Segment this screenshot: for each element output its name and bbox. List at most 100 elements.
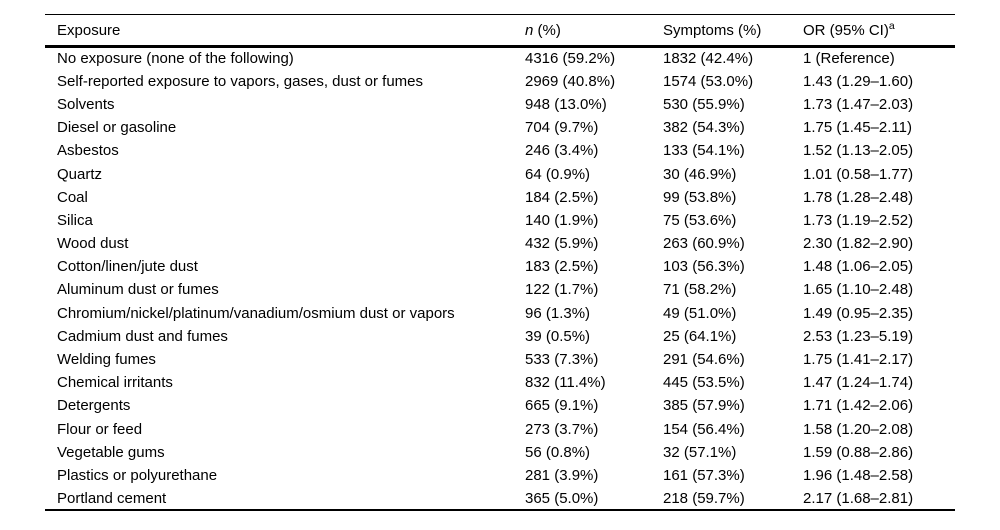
cell-symptoms-percent: 71 (58.2%) [663,281,737,299]
cell-or-ci: 1.73 (1.19–2.52) [803,211,914,229]
column-header-exposure: Exposure [45,14,525,48]
n-italic-symbol: n [525,21,534,39]
cell-symptoms-percent: 385 (57.9%) [663,397,745,415]
table-row: Detergents 665 (9.1%) 385 (57.9%) 1.71 (… [45,394,955,417]
cell-n-percent: 273 (3.7%) [525,420,599,438]
cell-symptoms-percent: 263 (60.9%) [663,235,745,253]
cell-or-ci: 1.01 (0.58–1.77) [803,165,914,183]
table-row: Diesel or gasoline 704 (9.7%) 382 (54.3%… [45,116,955,139]
table-row: Self-reported exposure to vapors, gases,… [45,70,955,93]
paper-table-container: Exposure n (%) Symptoms (%) OR (95% CI)a… [45,14,955,512]
cell-or-ci: 1.52 (1.13–2.05) [803,142,914,160]
table-row: Chemical irritants 832 (11.4%) 445 (53.5… [45,371,955,394]
cell-n-percent: 183 (2.5%) [525,258,599,276]
cell-symptoms-percent: 218 (59.7%) [663,487,803,512]
cell-symptoms-percent: 30 (46.9%) [663,165,737,183]
cell-or-ci: 1.65 (1.10–2.48) [803,281,914,299]
table-row: Quartz 64 (0.9%) 30 (46.9%) 1.01 (0.58–1… [45,162,955,185]
cell-n-percent: 832 (11.4%) [525,374,606,392]
cell-exposure: Cadmium dust and fumes [57,327,228,345]
cell-exposure: Quartz [57,165,103,183]
table-row: No exposure (none of the following) 4316… [45,47,955,70]
table-row: Cadmium dust and fumes 39 (0.5%) 25 (64.… [45,325,955,348]
cell-or-ci: 1.58 (1.20–2.08) [803,420,914,438]
cell-n-percent: 122 (1.7%) [525,281,599,299]
cell-symptoms-percent: 154 (56.4%) [663,420,745,438]
footnote-a-marker: a [888,19,895,32]
cell-n-percent: 4316 (59.2%) [525,50,616,68]
cell-n-percent: 64 (0.9%) [525,165,591,183]
table-row: Plastics or polyurethane 281 (3.9%) 161 … [45,464,955,487]
cell-exposure: Detergents [57,397,131,415]
cell-exposure: Flour or feed [57,420,143,438]
cell-n-percent: 140 (1.9%) [525,211,599,229]
cell-or-ci: 1.73 (1.47–2.03) [803,95,914,113]
cell-symptoms-percent: 1832 (42.4%) [663,50,754,68]
cell-n-percent: 281 (3.9%) [525,466,599,484]
cell-symptoms-percent: 103 (56.3%) [663,258,745,276]
cell-symptoms-percent: 1574 (53.0%) [663,72,754,90]
n-percent-label: (%) [533,21,561,39]
cell-n-percent: 704 (9.7%) [525,119,599,137]
cell-exposure: Chemical irritants [57,374,173,392]
column-header-symptoms: Symptoms (%) [663,14,803,48]
cell-or-ci: 1.75 (1.45–2.11) [803,119,912,137]
table-row: Aluminum dust or fumes 122 (1.7%) 71 (58… [45,278,955,301]
cell-symptoms-percent: 291 (54.6%) [663,351,745,369]
table-row: Portland cement 365 (5.0%) 218 (59.7%) 2… [45,487,955,512]
cell-or-ci: 1.59 (0.88–2.86) [803,443,914,461]
cell-or-ci: 1.43 (1.29–1.60) [803,72,914,90]
cell-n-percent: 665 (9.1%) [525,397,599,415]
cell-exposure: Wood dust [57,235,129,253]
table-body: No exposure (none of the following) 4316… [45,47,955,512]
exposure-table: Exposure n (%) Symptoms (%) OR (95% CI)a… [45,14,955,512]
cell-exposure: Plastics or polyurethane [57,466,218,484]
cell-exposure: Solvents [57,95,115,113]
cell-n-percent: 365 (5.0%) [525,487,663,512]
cell-exposure: No exposure (none of the following) [57,50,294,68]
cell-exposure: Cotton/linen/jute dust [57,258,198,276]
cell-symptoms-percent: 25 (64.1%) [663,327,737,345]
cell-exposure: Asbestos [57,142,119,160]
table-row: Wood dust 432 (5.9%) 263 (60.9%) 2.30 (1… [45,232,955,255]
cell-exposure: Portland cement [45,487,525,512]
cell-or-ci: 1.75 (1.41–2.17) [803,351,914,369]
cell-or-ci: 1.47 (1.24–1.74) [803,374,914,392]
cell-exposure: Vegetable gums [57,443,165,461]
cell-symptoms-percent: 530 (55.9%) [663,95,745,113]
cell-or-ci: 2.53 (1.23–5.19) [803,327,914,345]
table-row: Welding fumes 533 (7.3%) 291 (54.6%) 1.7… [45,348,955,371]
cell-n-percent: 184 (2.5%) [525,188,599,206]
table-row: Coal 184 (2.5%) 99 (53.8%) 1.78 (1.28–2.… [45,186,955,209]
cell-n-percent: 56 (0.8%) [525,443,591,461]
table-row: Silica 140 (1.9%) 75 (53.6%) 1.73 (1.19–… [45,209,955,232]
cell-or-ci: 1.96 (1.48–2.58) [803,466,914,484]
cell-or-ci: 2.30 (1.82–2.90) [803,235,914,253]
cell-or-ci: 1.78 (1.28–2.48) [803,188,914,206]
cell-or-ci: 1.48 (1.06–2.05) [803,258,914,276]
table-row: Chromium/nickel/platinum/vanadium/osmium… [45,302,955,325]
cell-n-percent: 533 (7.3%) [525,351,599,369]
table-row: Vegetable gums 56 (0.8%) 32 (57.1%) 1.59… [45,441,955,464]
cell-exposure: Welding fumes [57,351,156,369]
cell-symptoms-percent: 161 (57.3%) [663,466,745,484]
cell-or-ci: 2.17 (1.68–2.81) [803,487,955,512]
cell-symptoms-percent: 99 (53.8%) [663,188,737,206]
cell-exposure: Self-reported exposure to vapors, gases,… [57,72,424,90]
cell-exposure: Coal [57,188,88,206]
cell-n-percent: 948 (13.0%) [525,95,607,113]
cell-exposure: Chromium/nickel/platinum/vanadium/osmium… [57,304,455,322]
cell-or-ci: 1.49 (0.95–2.35) [803,304,914,322]
table-row: Cotton/linen/jute dust 183 (2.5%) 103 (5… [45,255,955,278]
cell-n-percent: 39 (0.5%) [525,327,591,345]
cell-symptoms-percent: 75 (53.6%) [663,211,737,229]
cell-symptoms-percent: 49 (51.0%) [663,304,737,322]
cell-or-ci: 1.71 (1.42–2.06) [803,397,914,415]
cell-n-percent: 2969 (40.8%) [525,72,616,90]
cell-exposure: Diesel or gasoline [57,119,177,137]
column-header-n: n (%) [525,14,663,48]
cell-exposure: Aluminum dust or fumes [57,281,219,299]
cell-or-ci: 1 (Reference) [803,50,895,68]
cell-n-percent: 246 (3.4%) [525,142,599,160]
cell-symptoms-percent: 382 (54.3%) [663,119,745,137]
